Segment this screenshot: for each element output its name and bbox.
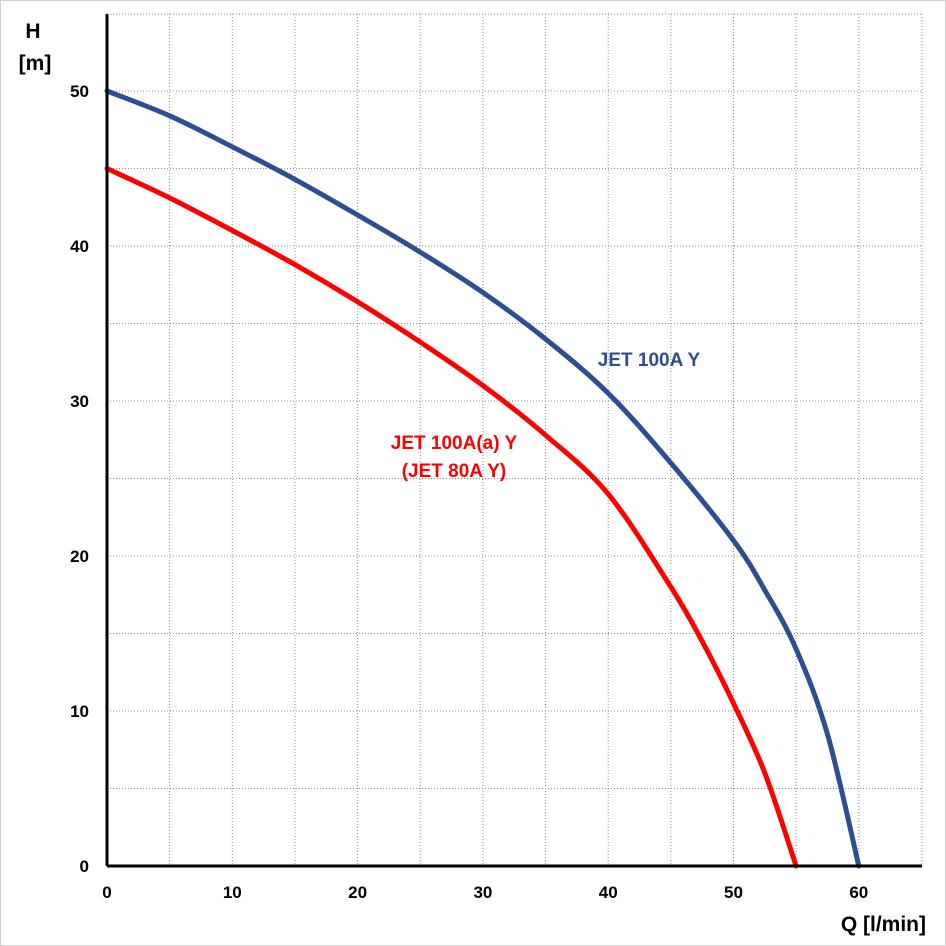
series-line-2 bbox=[104, 166, 799, 869]
series-line-1 bbox=[104, 88, 862, 869]
series-label-1: JET 100A Y bbox=[598, 350, 701, 371]
x-tick-label: 10 bbox=[223, 883, 242, 902]
y-tick-label: 20 bbox=[70, 547, 89, 566]
x-tick-label: 40 bbox=[599, 883, 618, 902]
y-tick-label: 0 bbox=[80, 857, 89, 876]
y-tick-label: 30 bbox=[70, 392, 89, 411]
y-axis-title-line2: [m] bbox=[19, 52, 52, 75]
series-label-2: (JET 80A Y) bbox=[402, 461, 507, 482]
x-tick-label: 60 bbox=[849, 883, 868, 902]
series-labels: JET 100A Y JET 100A(a) Y (JET 80A Y) bbox=[391, 350, 701, 482]
axes bbox=[105, 14, 922, 868]
series-group bbox=[104, 88, 862, 869]
y-tick-label: 10 bbox=[70, 702, 89, 721]
x-tick-label: 30 bbox=[473, 883, 492, 902]
x-axis-title: Q [l/min] bbox=[841, 913, 926, 936]
series-label-2: JET 100A(a) Y bbox=[391, 433, 518, 454]
y-axis-title-line1: H bbox=[25, 20, 40, 43]
tick-labels: 0 10 20 30 40 50 60 0 10 20 30 40 50 bbox=[70, 82, 868, 902]
x-tick-label: 20 bbox=[348, 883, 367, 902]
y-tick-label: 40 bbox=[70, 237, 89, 256]
x-tick-label: 50 bbox=[724, 883, 743, 902]
grid bbox=[107, 13, 923, 866]
x-tick-label: 0 bbox=[102, 883, 111, 902]
y-tick-label: 50 bbox=[70, 82, 89, 101]
